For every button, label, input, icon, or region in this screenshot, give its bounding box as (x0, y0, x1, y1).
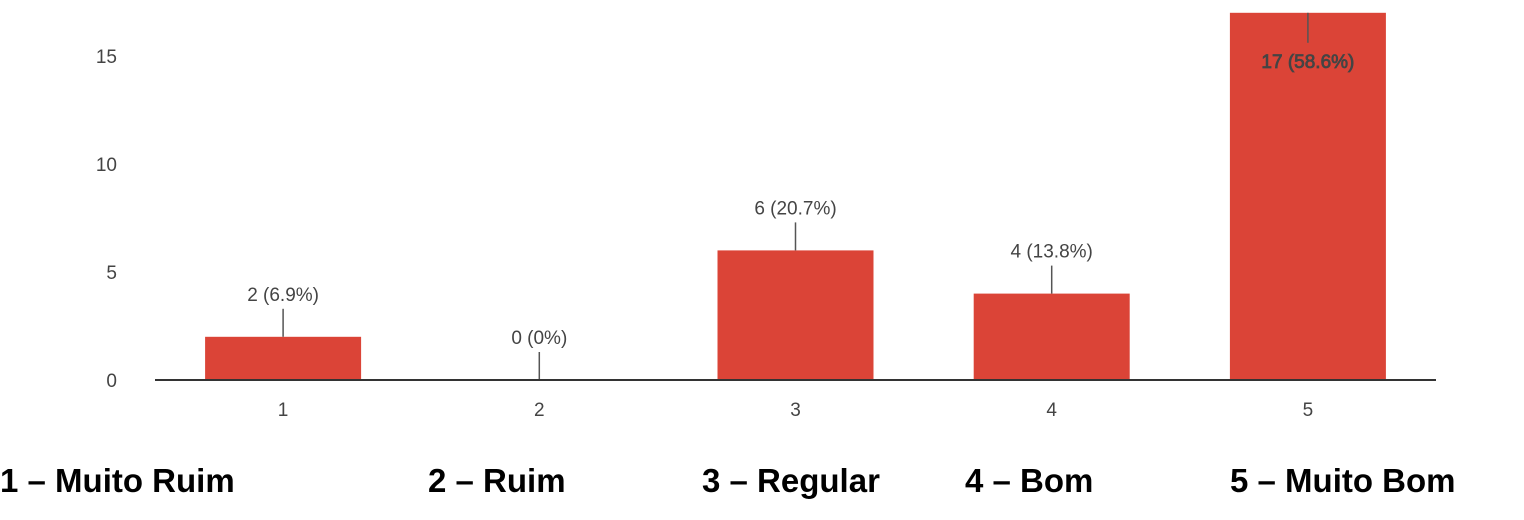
x-tick-label-5: 5 (1303, 400, 1314, 421)
data-label-3: 6 (20.7%) (754, 198, 836, 219)
legend-item-3: 3 – Regular (702, 462, 880, 499)
data-label-4: 4 (13.8%) (1011, 242, 1093, 263)
y-tick-label: 10 (96, 155, 117, 176)
data-label-2: 0 (0%) (511, 328, 567, 349)
x-tick-label-1: 1 (278, 400, 289, 421)
y-tick-label: 5 (106, 263, 117, 284)
legend-item-2: 2 – Ruim (428, 462, 566, 499)
legend: 1 – Muito Ruim 2 – Ruim 3 – Regular 4 – … (0, 462, 1524, 512)
bar-4 (973, 293, 1130, 380)
bar-1 (205, 336, 362, 380)
y-tick-label: 15 (96, 47, 117, 68)
y-tick-label: 0 (106, 371, 117, 392)
x-tick-label-3: 3 (790, 400, 801, 421)
data-label-1: 2 (6.9%) (247, 285, 319, 306)
x-tick-label-2: 2 (534, 400, 545, 421)
legend-item-1: 1 – Muito Ruim (0, 462, 235, 499)
legend-item-5: 5 – Muito Bom (1230, 462, 1456, 499)
bar-3 (717, 250, 874, 380)
data-label-5: 17 (58.6%) (1261, 52, 1354, 73)
legend-item-4: 4 – Bom (965, 462, 1094, 499)
x-tick-label-4: 4 (1046, 400, 1057, 421)
bar-5 (1229, 12, 1386, 381)
